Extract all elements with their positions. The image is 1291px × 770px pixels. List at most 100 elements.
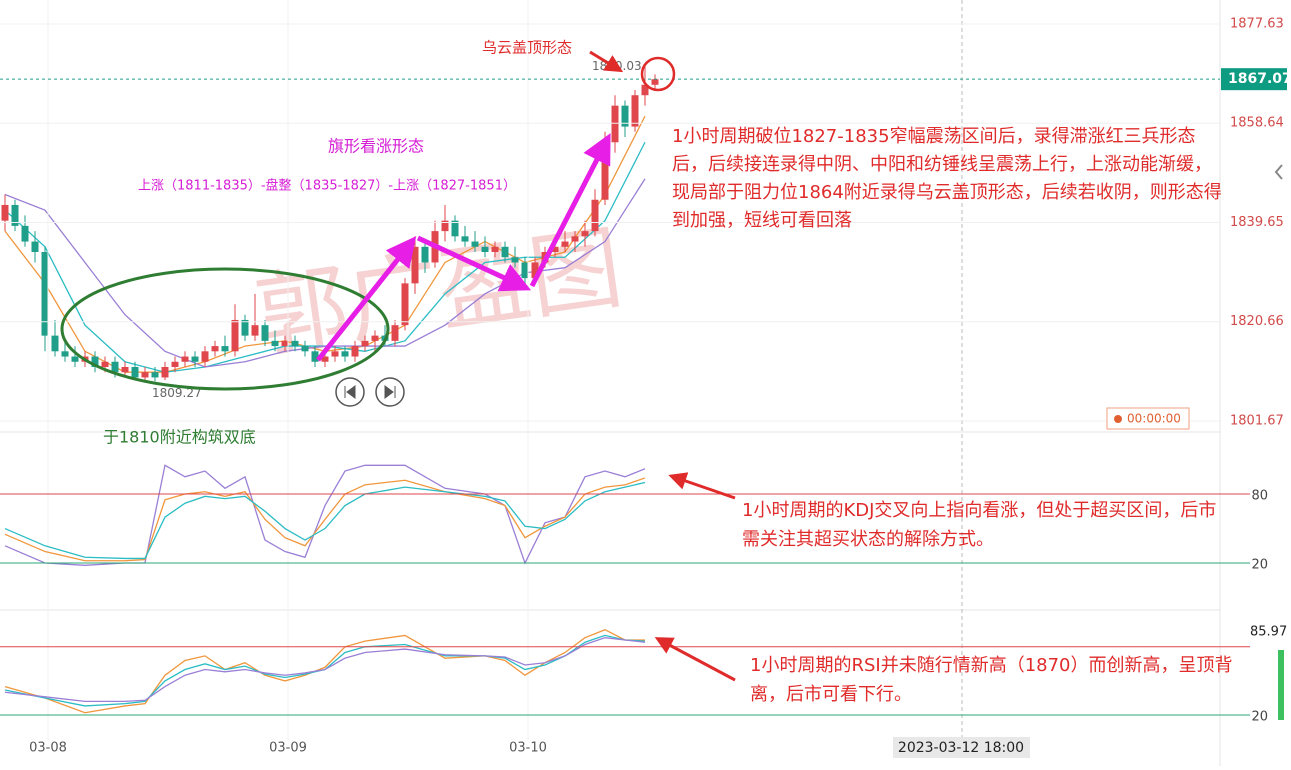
- candle-body: [451, 220, 459, 237]
- comment-line: 1小时周期破位1827-1835窄幅震荡区间后，录得滞涨红三兵形态: [672, 126, 1196, 147]
- candle-body: [111, 361, 119, 373]
- candle-body: [71, 356, 79, 362]
- candle-body: [121, 366, 129, 373]
- candle-body: [471, 241, 479, 247]
- candle-body: [521, 262, 529, 279]
- candle-body: [131, 366, 139, 378]
- candle-body: [641, 84, 649, 96]
- candle-body: [221, 346, 229, 352]
- arrow: [316, 236, 417, 362]
- candle-body: [101, 361, 109, 367]
- candle-body: [21, 225, 29, 242]
- annotation: 上涨（1811-1835）-盘整（1835-1827）-上涨（1827-1851…: [138, 178, 516, 194]
- comment-line: 1小时周期的RSI并未随行情新高（1870）而创新高，呈顶背: [750, 655, 1233, 676]
- candle-body: [551, 246, 559, 253]
- candle-body: [291, 340, 299, 347]
- date-box: [893, 737, 1030, 758]
- candle-body: [251, 325, 259, 336]
- collapse-icon[interactable]: [1274, 164, 1283, 180]
- y-tick-label: 1877.63: [1230, 16, 1284, 31]
- comment-line: 1小时周期的KDJ交叉向上指向看涨，但处于超买区间，后市: [742, 500, 1216, 521]
- arrow: [416, 235, 532, 292]
- candle-body: [91, 356, 99, 367]
- candle-body: [651, 79, 659, 85]
- candle-body: [61, 351, 69, 357]
- arrow: [668, 472, 736, 500]
- annotation: 于1810附近构筑双底: [103, 428, 256, 447]
- arrow: [654, 637, 736, 682]
- comment-line: 到加强，短线可看回落: [672, 210, 852, 231]
- candle-body: [571, 236, 579, 242]
- candle-body: [411, 246, 419, 284]
- candle-body: [1, 204, 9, 221]
- candle-body: [421, 246, 429, 263]
- candle-body: [501, 246, 509, 258]
- indicator-line: [4, 464, 646, 566]
- candle-body: [531, 262, 539, 279]
- flag-arrows: [316, 133, 611, 362]
- candle-body: [321, 356, 329, 362]
- candle-body: [601, 142, 609, 200]
- candle-body: [161, 366, 169, 378]
- high-label: 1870.03: [592, 59, 642, 73]
- highlight-circle: [640, 56, 676, 92]
- candle-body: [331, 351, 339, 357]
- arrow: [529, 133, 611, 288]
- comments: 1小时周期破位1827-1835窄幅震荡区间后，录得滞涨红三兵形态后，后续接连录…: [672, 126, 1233, 705]
- candle-body: [611, 105, 619, 143]
- candle-body: [181, 356, 189, 362]
- annotation: 旗形看涨形态: [328, 137, 424, 156]
- candle-body: [581, 231, 589, 237]
- candle-body: [371, 335, 379, 341]
- next-icon: [384, 385, 396, 399]
- candle-body: [231, 319, 239, 352]
- red-arrows: [589, 50, 736, 682]
- last-value-label: 85.97: [1250, 625, 1287, 640]
- candle-body: [361, 340, 369, 347]
- timer-icon: [1114, 415, 1122, 423]
- prev-icon: [344, 385, 356, 399]
- candle-body: [631, 95, 639, 127]
- candle-body: [621, 105, 629, 127]
- candle-body: [201, 351, 209, 362]
- candle-body: [11, 204, 19, 226]
- candle-body: [341, 351, 349, 357]
- candle-body: [211, 346, 219, 352]
- arrow: [589, 50, 624, 73]
- candle-body: [31, 241, 39, 253]
- y-tick-label: 20: [1251, 710, 1268, 725]
- candle-body: [391, 325, 399, 341]
- comment-line: 离，后市可看下行。: [750, 684, 912, 705]
- candle-body: [191, 356, 199, 362]
- y-tick-label: 1801.67: [1230, 413, 1284, 428]
- candle-body: [171, 361, 179, 367]
- candle-body: [591, 199, 599, 232]
- indicator-line: [4, 477, 646, 562]
- candle-body: [351, 346, 359, 357]
- x-tick-label: 03-08: [29, 741, 67, 756]
- comment-line: 后，后续接连录得中阴、中阳和纺锤线呈震荡上行，上涨动能渐缓，: [672, 154, 1212, 175]
- comment-line: 现局部于阻力位1864附近录得乌云盖顶形态，后续若收阴，则形态得: [672, 182, 1222, 203]
- candle-body: [481, 246, 489, 253]
- x-tick-label: 03-10: [509, 741, 547, 756]
- low-label: 1809.27: [152, 386, 202, 400]
- candle-body: [511, 257, 519, 263]
- comment-line: 需关注其超买状态的解除方式。: [742, 529, 994, 550]
- y-tick-label: 80: [1251, 489, 1268, 504]
- last-price-box: [1221, 68, 1287, 91]
- candle-body: [51, 335, 59, 352]
- y-tick-label: 1820.66: [1230, 314, 1284, 329]
- playback[interactable]: [335, 377, 405, 407]
- candle-body: [41, 252, 49, 336]
- candle-body: [301, 346, 309, 352]
- annotation: 乌云盖顶形态: [482, 39, 572, 57]
- y-tick-label: 1839.65: [1230, 215, 1284, 230]
- candle-body: [461, 236, 469, 242]
- y-tick-label: 20: [1251, 558, 1268, 573]
- last-value-bar: [1278, 650, 1284, 721]
- crosshair-date: 2023-03-12 18:00: [898, 740, 1024, 756]
- timer: 00:00:00: [1127, 412, 1181, 426]
